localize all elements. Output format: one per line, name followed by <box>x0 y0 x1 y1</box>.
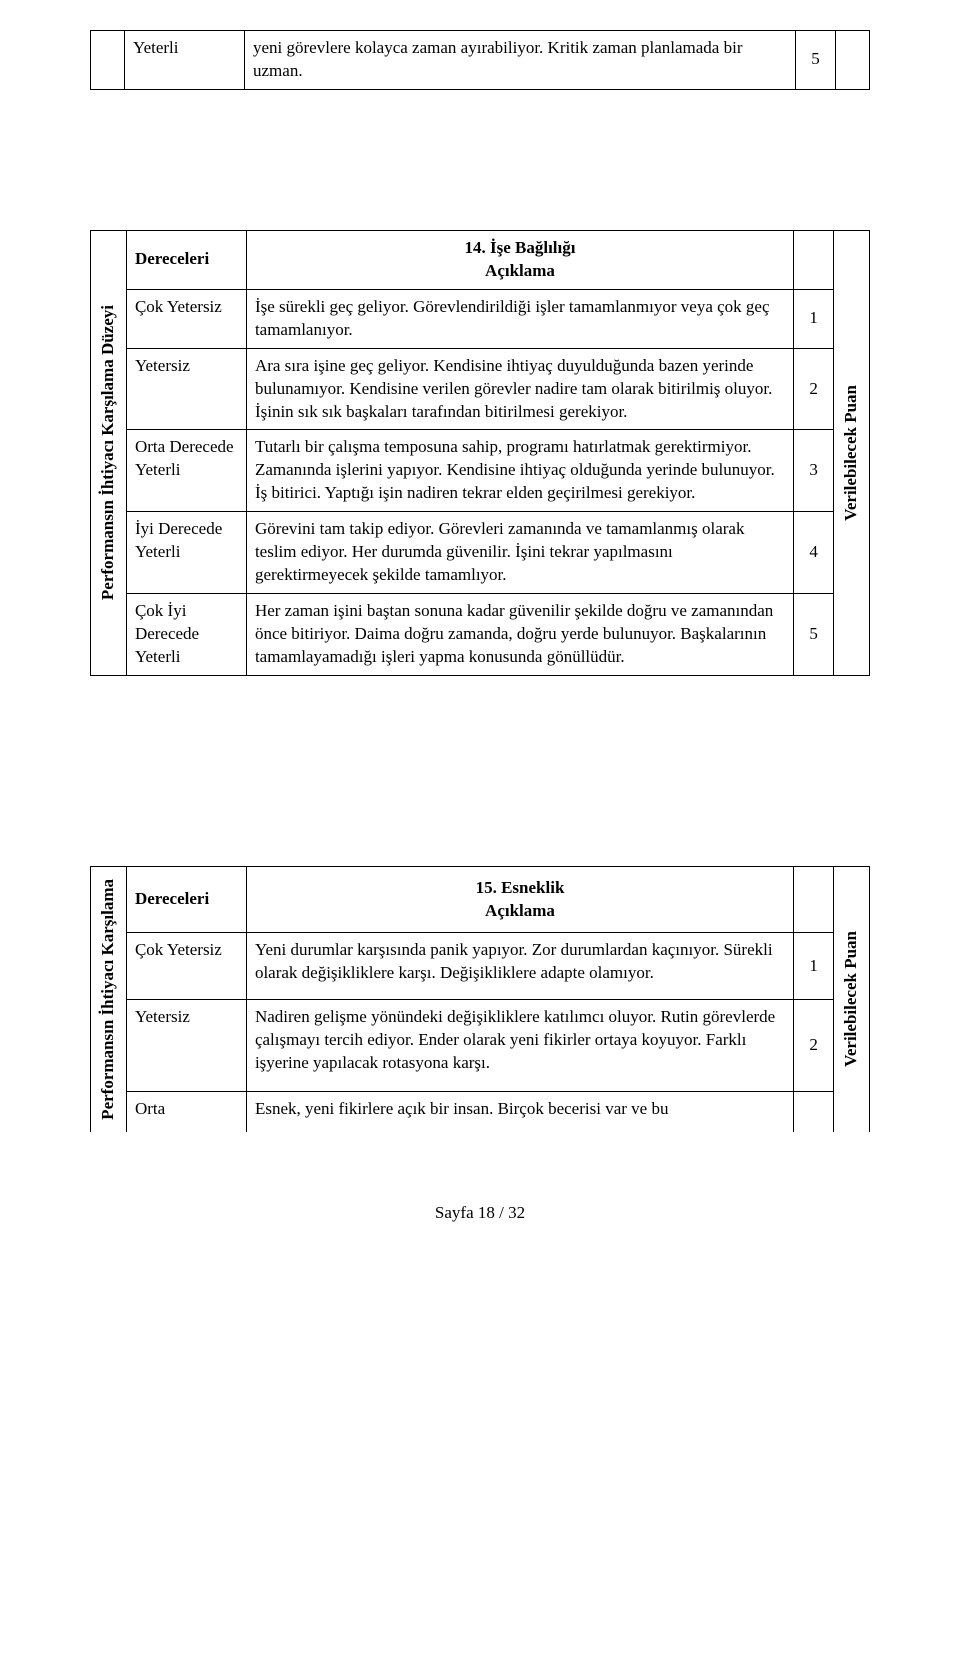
section15-table: Performansın İhtiyacı Karşılama Derecele… <box>90 866 870 1132</box>
section15-left-label-cell: Performansın İhtiyacı Karşılama <box>91 866 127 1131</box>
score-1: 2 <box>794 348 834 430</box>
section15-row-1: Yetersiz Nadiren gelişme yönündeki değiş… <box>91 999 870 1091</box>
top-row: Yeterli yeni görevlere kolayca zaman ayı… <box>91 31 870 90</box>
desc15-0: Yeni durumlar karşısında panik yapıyor. … <box>246 933 793 999</box>
score15-2 <box>794 1092 834 1132</box>
rating-4: Çok İyi Derecede Yeterli <box>126 594 246 676</box>
section14-row-4: Çok İyi Derecede Yeterli Her zaman işini… <box>91 594 870 676</box>
top-continuation-table: Yeterli yeni görevlere kolayca zaman ayı… <box>90 30 870 90</box>
page-footer: Sayfa 18 / 32 <box>90 1202 870 1225</box>
top-score: 5 <box>796 31 836 90</box>
top-stub-left <box>91 31 125 90</box>
rating-0: Çok Yetersiz <box>126 289 246 348</box>
section15-score-header <box>794 866 834 932</box>
top-desc: yeni görevlere kolayca zaman ayırabiliyo… <box>245 31 796 90</box>
section14-score-header <box>794 230 834 289</box>
top-rating: Yeterli <box>125 31 245 90</box>
section14-table: Performansın İhtiyacı Karşılama Düzeyi D… <box>90 230 870 676</box>
rating15-0: Çok Yetersiz <box>126 933 246 999</box>
section15-row-0: Çok Yetersiz Yeni durumlar karşısında pa… <box>91 933 870 999</box>
right-vertical-label: Verilebilecek Puan <box>836 375 867 531</box>
section15-title-desc-cell: 15. Esneklik Açıklama <box>246 866 793 932</box>
section14-row-2: Orta Derecede Yeterli Tutarlı bir çalışm… <box>91 430 870 512</box>
score15-1: 2 <box>794 999 834 1091</box>
score-4: 5 <box>794 594 834 676</box>
section15-desc-header: Açıklama <box>255 900 785 923</box>
section14-title: 14. İşe Bağlılığı <box>255 237 785 260</box>
desc-0: İşe sürekli geç geliyor. Görevlendirildi… <box>246 289 793 348</box>
score-2: 3 <box>794 430 834 512</box>
right-vertical-label-15: Verilebilecek Puan <box>836 921 867 1077</box>
section14-row-3: İyi Derecede Yeterli Görevini tam takip … <box>91 512 870 594</box>
spacer-1 <box>90 90 870 230</box>
rating15-2: Orta <box>126 1092 246 1132</box>
desc-4: Her zaman işini baştan sonuna kadar güve… <box>246 594 793 676</box>
rating-1: Yetersiz <box>126 348 246 430</box>
section14-desc-header: Açıklama <box>255 260 785 283</box>
section14-row-0: Çok Yetersiz İşe sürekli geç geliyor. Gö… <box>91 289 870 348</box>
left-vertical-label: Performansın İhtiyacı Karşılama Düzeyi <box>93 295 124 610</box>
top-stub-right <box>836 31 870 90</box>
section14-row-1: Yetersiz Ara sıra işine geç geliyor. Ken… <box>91 348 870 430</box>
rating-3: İyi Derecede Yeterli <box>126 512 246 594</box>
section14-right-label-cell: Verilebilecek Puan <box>834 230 870 675</box>
desc15-2: Esnek, yeni fikirlere açık bir insan. Bi… <box>246 1092 793 1132</box>
score-3: 4 <box>794 512 834 594</box>
section15-right-label-cell: Verilebilecek Puan <box>834 866 870 1131</box>
score15-0: 1 <box>794 933 834 999</box>
desc-2: Tutarlı bir çalışma temposuna sahip, pro… <box>246 430 793 512</box>
section14-levels-header: Dereceleri <box>126 230 246 289</box>
section15-row-2: Orta Esnek, yeni fikirlere açık bir insa… <box>91 1092 870 1132</box>
rating15-1: Yetersiz <box>126 999 246 1091</box>
section14-title-desc-cell: 14. İşe Bağlılığı Açıklama <box>246 230 793 289</box>
desc-3: Görevini tam takip ediyor. Görevleri zam… <box>246 512 793 594</box>
section15-levels-header: Dereceleri <box>126 866 246 932</box>
spacer-2 <box>90 676 870 866</box>
desc15-1: Nadiren gelişme yönündeki değişikliklere… <box>246 999 793 1091</box>
section14-left-label-cell: Performansın İhtiyacı Karşılama Düzeyi <box>91 230 127 675</box>
section14-header-row: Performansın İhtiyacı Karşılama Düzeyi D… <box>91 230 870 289</box>
section15-title: 15. Esneklik <box>255 877 785 900</box>
rating-2: Orta Derecede Yeterli <box>126 430 246 512</box>
section15-header-row: Performansın İhtiyacı Karşılama Derecele… <box>91 866 870 932</box>
score-0: 1 <box>794 289 834 348</box>
desc-1: Ara sıra işine geç geliyor. Kendisine ih… <box>246 348 793 430</box>
left-vertical-label-15: Performansın İhtiyacı Karşılama <box>93 869 124 1130</box>
